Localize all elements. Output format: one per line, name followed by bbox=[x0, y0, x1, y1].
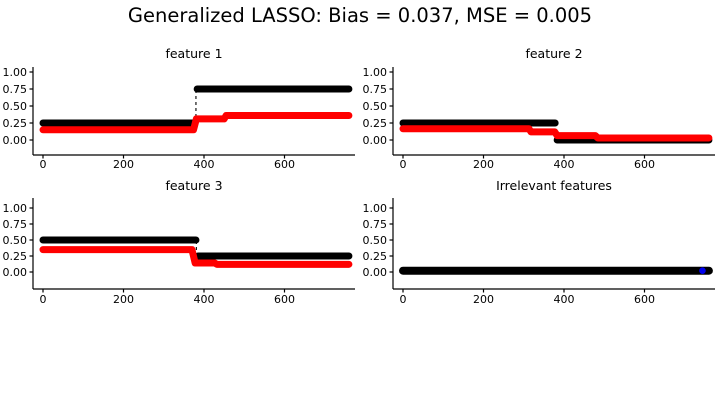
y-axis-tick-label: 1.00 bbox=[3, 202, 28, 215]
y-axis-tick-label: 0.75 bbox=[363, 83, 388, 96]
y-axis-tick-label: 0.00 bbox=[3, 134, 28, 147]
subplot-feature-1: 0.00 0.25 0.50 0.75 1.00 0 200 400 600 feature 1 bbox=[0, 42, 360, 174]
x-axis-tick-label: 200 bbox=[473, 158, 494, 171]
irrelevant-features-plot: 0.00 0.25 0.50 0.75 1.00 0 200 400 600 bbox=[363, 198, 715, 306]
y-axis-tick-label: 0.25 bbox=[3, 117, 28, 130]
x-axis-tick-label: 600 bbox=[634, 293, 655, 306]
y-axis-tick-label: 0.75 bbox=[3, 83, 28, 96]
y-axis-tick-label: 1.00 bbox=[3, 66, 28, 79]
subplot-title: Irrelevant features bbox=[496, 178, 612, 193]
y-axis-tick-label: 0.00 bbox=[363, 134, 388, 147]
y-axis-tick-label: 0.50 bbox=[363, 100, 388, 113]
y-axis-tick-label: 0.25 bbox=[363, 117, 388, 130]
subplot-title: feature 3 bbox=[165, 178, 223, 193]
series-lasso-estimate bbox=[39, 112, 353, 134]
subplot-feature-2: 0.00 0.25 0.50 0.75 1.00 0 200 400 600 feature 2 bbox=[360, 42, 720, 174]
x-axis-tick-label: 0 bbox=[40, 158, 47, 171]
feature-1-plot: 0.00 0.25 0.50 0.75 1.00 0 200 400 600 bbox=[3, 66, 355, 171]
y-axis-tick-label: 0.50 bbox=[363, 234, 388, 247]
y-axis-tick-label: 0.00 bbox=[363, 266, 388, 279]
subplot-title: feature 1 bbox=[165, 46, 223, 61]
y-axis-tick-label: 1.00 bbox=[363, 202, 388, 215]
subplot-irrelevant-features: 0.00 0.25 0.50 0.75 1.00 0 200 400 600 Irrelevan… bbox=[360, 174, 720, 320]
x-axis-tick-label: 0 bbox=[400, 158, 407, 171]
subplot-title: feature 2 bbox=[525, 46, 583, 61]
outlier-dot bbox=[699, 267, 706, 275]
x-axis-tick-label: 200 bbox=[113, 158, 134, 171]
y-axis-tick-label: 1.00 bbox=[363, 66, 388, 79]
series-lasso-estimate bbox=[39, 246, 353, 268]
x-axis-tick-label: 400 bbox=[194, 158, 215, 171]
y-axis-tick-label: 0.75 bbox=[363, 218, 388, 231]
x-axis-tick-label: 200 bbox=[113, 293, 134, 306]
feature-2-plot: 0.00 0.25 0.50 0.75 1.00 0 200 400 600 bbox=[363, 66, 715, 171]
x-axis-tick-label: 0 bbox=[400, 293, 407, 306]
x-axis-tick-label: 600 bbox=[274, 158, 295, 171]
figure-title: Generalized LASSO: Bias = 0.037, MSE = 0… bbox=[127, 4, 593, 27]
subplot-feature-3: 0.00 0.25 0.50 0.75 1.00 0 200 400 600 feature 3 bbox=[0, 174, 360, 320]
x-axis-tick-label: 400 bbox=[194, 293, 215, 306]
x-axis-tick-label: 400 bbox=[554, 293, 575, 306]
x-axis-tick-label: 0 bbox=[40, 293, 47, 306]
y-axis-tick-label: 0.25 bbox=[3, 250, 28, 263]
x-axis-tick-label: 600 bbox=[634, 158, 655, 171]
feature-3-plot: 0.00 0.25 0.50 0.75 1.00 0 200 400 600 bbox=[3, 198, 355, 306]
y-axis-tick-label: 0.75 bbox=[3, 218, 28, 231]
y-axis-tick-label: 0.00 bbox=[3, 266, 28, 279]
x-axis-tick-label: 200 bbox=[473, 293, 494, 306]
series-lasso-estimate bbox=[399, 125, 713, 142]
y-axis-tick-label: 0.50 bbox=[3, 100, 28, 113]
y-axis-tick-label: 0.25 bbox=[363, 250, 388, 263]
y-axis-tick-label: 0.50 bbox=[3, 234, 28, 247]
x-axis-tick-label: 600 bbox=[274, 293, 295, 306]
x-axis-tick-label: 400 bbox=[554, 158, 575, 171]
